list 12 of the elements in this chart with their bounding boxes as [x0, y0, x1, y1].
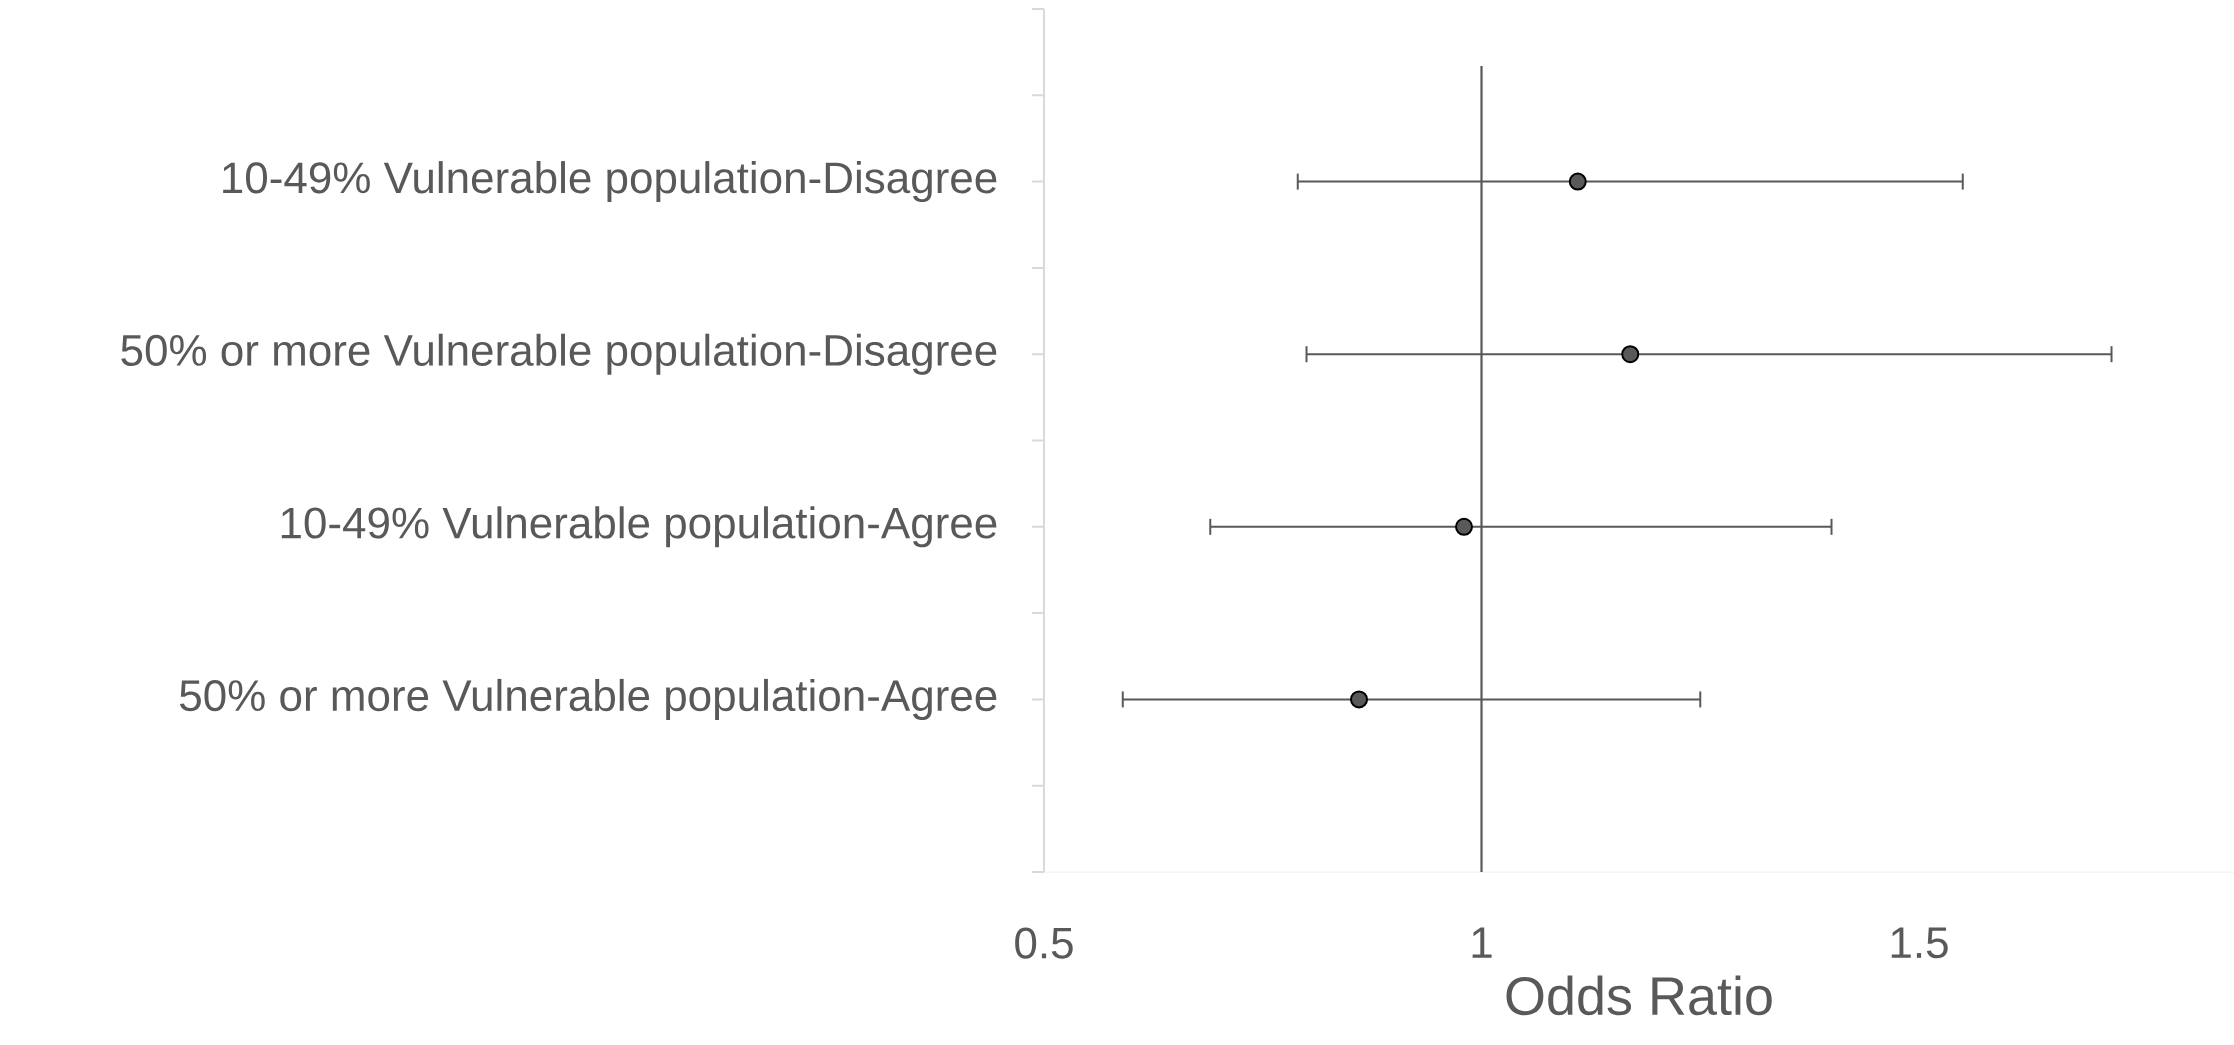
x-axis-title: Odds Ratio	[1506, 975, 1772, 1016]
x-tick-label: 1	[1472, 927, 1492, 958]
point	[1568, 172, 1587, 191]
y-tick-label: 50% or more Vulnerable population-Disagree	[121, 333, 997, 375]
y-tick-label: 10-49% Vulnerable population-Disagree	[223, 161, 997, 203]
point	[1621, 345, 1640, 364]
y-tick-label: 50% or more Vulnerable population-Agree	[180, 678, 997, 720]
y-tick-label: 10-49% Vulnerable population-Agree	[281, 506, 997, 548]
point	[1455, 517, 1474, 536]
point	[1350, 690, 1369, 709]
x-tick-label: 0.5	[1015, 927, 1073, 959]
x-tick-label: 1.5	[1891, 927, 1948, 959]
